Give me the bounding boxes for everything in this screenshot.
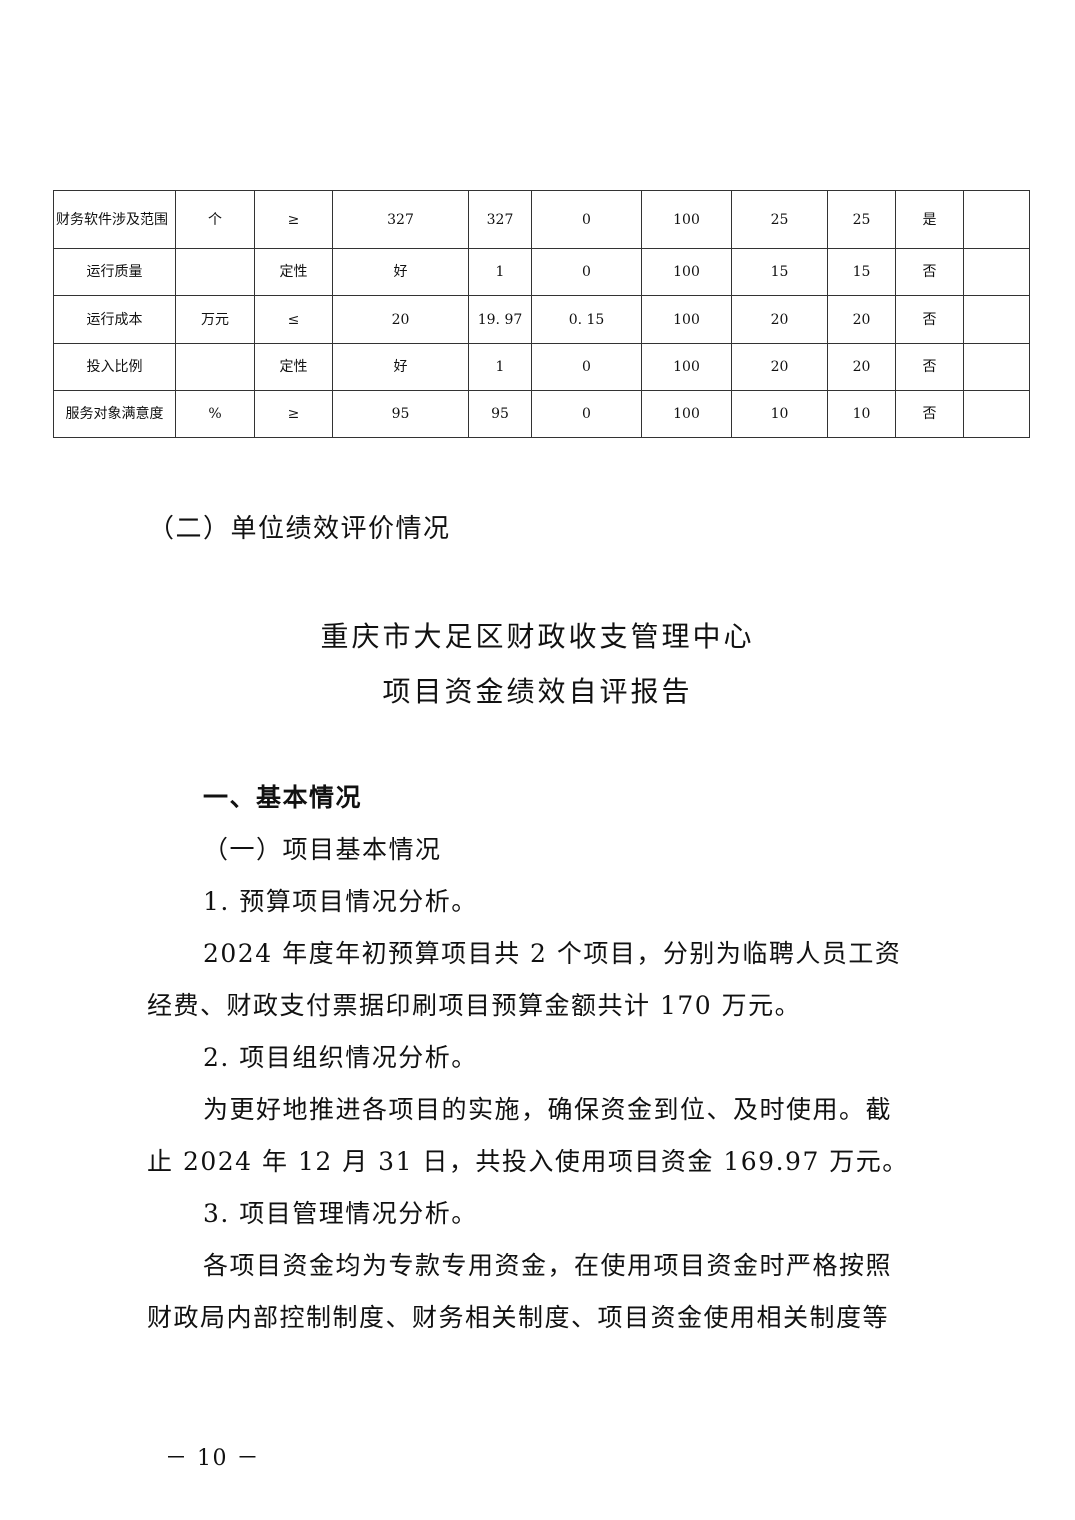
table-cell: 定性 (254, 248, 333, 296)
table-cell (963, 248, 1030, 296)
table-cell: ≥ (254, 190, 333, 249)
table-cell: 个 (175, 190, 255, 249)
body-line: 2024 年度年初预算项目共 2 个项目，分别为临聘人员工资 (203, 939, 902, 968)
table-cell (963, 190, 1030, 249)
table-cell: 定性 (254, 343, 333, 391)
table-row: 投入比例 定性好 1 0 100 20 20 否 (53, 343, 1030, 391)
table-cell: 服务对象满意度 (53, 390, 176, 438)
table-cell: 好 (332, 248, 469, 296)
table-cell: 20 (731, 343, 828, 391)
table-cell (963, 390, 1030, 438)
table-cell: 0. 15 (531, 295, 642, 344)
body-line: 经费、财政支付票据印刷项目预算金额共计 170 万元。 (147, 991, 802, 1020)
table-cell: 1 (468, 248, 532, 296)
section-heading: （二）单位绩效评价情况 (148, 514, 451, 544)
table-cell: 是 (895, 190, 964, 249)
table-cell: 20 (332, 295, 469, 344)
table-cell: 95 (468, 390, 532, 438)
table-cell: 100 (641, 295, 732, 344)
table-cell: 万元 (175, 295, 255, 344)
table-cell: 327 (332, 190, 469, 249)
table-cell: 15 (731, 248, 828, 296)
page-number: － 10 － (165, 1446, 260, 1471)
body-line: 2. 项目组织情况分析。 (203, 1043, 478, 1072)
body-line: 3. 项目管理情况分析。 (203, 1199, 478, 1228)
table-row: 财务软件涉及范围个 ≥327 327 0 100 25 25 是 (53, 190, 1030, 249)
table-cell: 95 (332, 390, 469, 438)
table-cell: 0 (531, 390, 642, 438)
table-cell: 否 (895, 295, 964, 344)
table-cell (963, 343, 1030, 391)
table-cell (963, 295, 1030, 344)
table-cell: 0 (531, 248, 642, 296)
table-cell: % (175, 390, 255, 438)
table-cell: 20 (827, 343, 896, 391)
table-cell: 运行成本 (53, 295, 176, 344)
body-line: 财政局内部控制制度、财务相关制度、项目资金使用相关制度等 (147, 1303, 890, 1332)
table-cell (175, 343, 255, 391)
table-cell: 1 (468, 343, 532, 391)
table-cell: 好 (332, 343, 469, 391)
table-cell: 20 (827, 295, 896, 344)
heading-basic-info: 一、基本情况 (203, 783, 363, 812)
table-cell: 否 (895, 390, 964, 438)
body-line: 为更好地推进各项目的实施，确保资金到位、及时使用。截 (203, 1095, 893, 1124)
table-row: 运行质量 定性好 1 0 100 15 15 否 (53, 248, 1030, 296)
table-cell: 否 (895, 343, 964, 391)
body-line: 1. 预算项目情况分析。 (203, 887, 478, 916)
table-cell: 运行质量 (53, 248, 176, 296)
table-row: 服务对象满意度% ≥95 95 0 100 10 10 否 (53, 390, 1030, 438)
table-cell: 100 (641, 390, 732, 438)
table-cell: 100 (641, 190, 732, 249)
table-cell: ≥ (254, 390, 333, 438)
table-cell: 0 (531, 343, 642, 391)
subheading-project-info: （一）项目基本情况 (203, 835, 442, 864)
table-cell: 19. 97 (468, 295, 532, 344)
body-line: 止 2024 年 12 月 31 日，共投入使用项目资金 169.97 万元。 (147, 1147, 909, 1176)
table-cell: 15 (827, 248, 896, 296)
report-title-line-1: 重庆市大足区财政收支管理中心 (320, 620, 755, 653)
table-cell: 10 (731, 390, 828, 438)
table-row: 运行成本 万元 ≤20 19. 97 0. 15 100 20 20 否 (53, 295, 1030, 344)
performance-indicator-table: 财务软件涉及范围个 ≥327 327 0 100 25 25 是运行质量 定性好 1 0 100 15 1… (53, 190, 1030, 438)
report-title-line-2: 项目资金绩效自评报告 (382, 675, 693, 708)
table-cell: 25 (827, 190, 896, 249)
table-cell: 25 (731, 190, 828, 249)
table-cell: 投入比例 (53, 343, 176, 391)
table-cell: 100 (641, 248, 732, 296)
table-cell: 0 (531, 190, 642, 249)
table-cell (175, 248, 255, 296)
table-cell: 财务软件涉及范围 (53, 190, 176, 249)
table-cell: 10 (827, 390, 896, 438)
table-cell: 100 (641, 343, 732, 391)
table-cell: 327 (468, 190, 532, 249)
table-cell: ≤ (254, 295, 333, 344)
table-cell: 否 (895, 248, 964, 296)
body-line: 各项目资金均为专款专用资金，在使用项目资金时严格按照 (203, 1251, 893, 1280)
table-cell: 20 (731, 295, 828, 344)
